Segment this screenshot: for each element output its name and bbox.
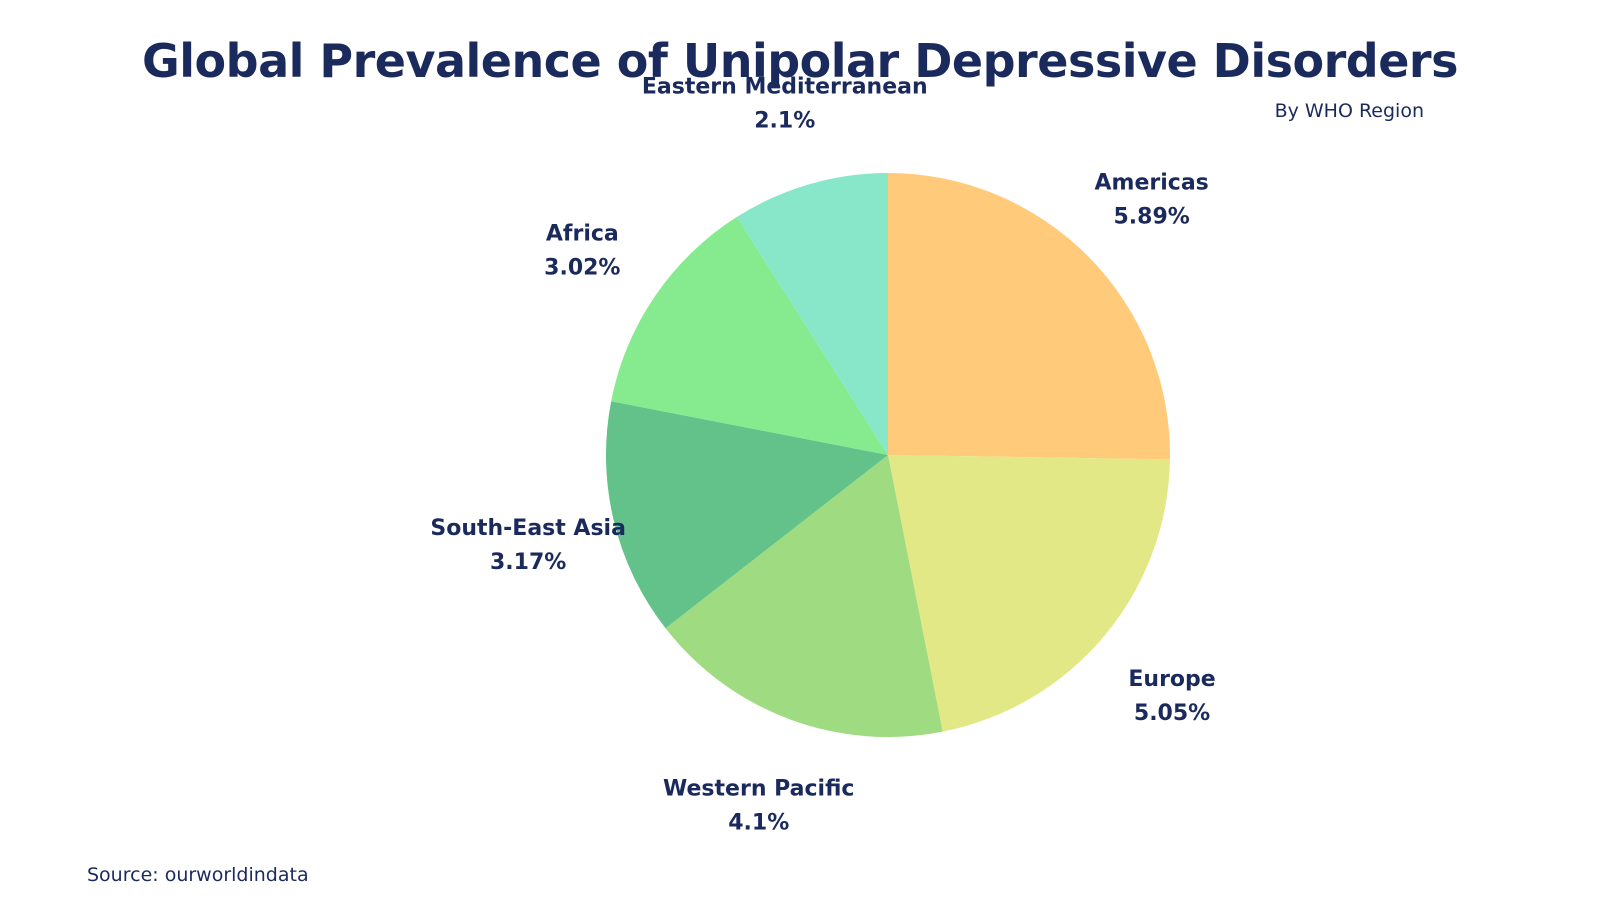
slice-value-eastern-mediterranean: 2.1% xyxy=(754,109,815,134)
pie-slice-americas xyxy=(888,173,1170,460)
slice-name-africa: Africa xyxy=(546,222,619,247)
slice-value-africa: 3.02% xyxy=(544,256,620,281)
slice-value-south-east-asia: 3.17% xyxy=(490,550,566,575)
slice-name-americas: Americas xyxy=(1095,170,1209,195)
pie-slice-africa xyxy=(611,216,888,455)
slice-name-eastern-mediterranean: Eastern Mediterranean xyxy=(642,75,928,100)
pie-slice-eastern-mediterranean xyxy=(736,173,888,455)
pie-slices xyxy=(606,173,1170,737)
slice-name-europe: Europe xyxy=(1128,667,1215,692)
slice-name-western-pacific: Western Pacific xyxy=(663,777,854,802)
pie-slice-south-east-asia xyxy=(606,401,888,629)
slice-value-americas: 5.89% xyxy=(1113,204,1189,229)
slice-value-europe: 5.05% xyxy=(1134,701,1210,726)
slice-value-western-pacific: 4.1% xyxy=(728,811,789,836)
slice-name-south-east-asia: South-East Asia xyxy=(430,516,626,541)
chart-source: Source: ourworldindata xyxy=(87,864,309,886)
pie-labels: Americas 5.89% Europe 5.05% Western Pacific 4… xyxy=(430,75,1215,836)
pie-slice-western-pacific xyxy=(665,455,943,737)
chart-subtitle: By WHO Region xyxy=(1274,100,1424,122)
pie-slice-europe xyxy=(888,455,1170,732)
chart-title: Global Prevalence of Unipolar Depressive… xyxy=(142,34,1458,88)
